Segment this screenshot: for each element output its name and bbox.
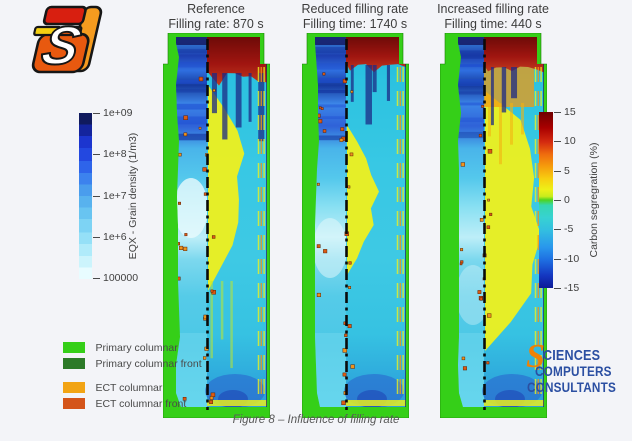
header-subtitle: Filling time: 440 s	[444, 17, 542, 31]
segregation-tick: 15	[554, 106, 576, 118]
figure-caption: Figure 8 – Influence of filling rate	[232, 414, 400, 426]
header-subtitle: Filling rate: 870 s	[168, 17, 264, 31]
grain-density-axis-label: EQX - Grain density (1/m3)	[127, 132, 139, 260]
grain-density-tick: 1e+09	[93, 107, 133, 119]
legend-item-ect-columnar-front: ECT columnar front	[63, 395, 187, 410]
header-title: Increased filling rate	[437, 2, 549, 16]
legend-swatch	[63, 342, 85, 354]
segregation-axis-label: Carbon segregration (%)	[588, 142, 600, 258]
header-title: Reduced filling rate	[301, 2, 409, 16]
segregation-tick: 10	[554, 135, 576, 147]
legend-label: Primary columnar	[95, 341, 178, 354]
legend-swatch	[63, 358, 85, 370]
grain-density-tick: 100000	[93, 272, 138, 284]
segregation-tick: -10	[554, 253, 579, 265]
carbon-segregation-colorbar	[539, 112, 553, 288]
header-reference: Reference Filling rate: 870 s	[131, 2, 301, 32]
ingot-panel-increased	[439, 32, 548, 419]
legend-item-ect-columnar: ECT columnar	[63, 379, 163, 394]
product-s-logo: S	[31, 5, 103, 77]
scc-line1: CIENCES	[543, 347, 601, 364]
legend-item-primary-columnar: Primary columnar	[63, 339, 178, 354]
legend-label: ECT columnar front	[95, 397, 187, 410]
segregation-tick: 0	[554, 194, 570, 206]
ingot-panel-reference	[162, 32, 271, 419]
legend-item-primary-columnar-front: Primary columnar front	[63, 355, 202, 370]
ingot-panel-reduced	[301, 32, 410, 419]
scc-line3: CONSULTANTS	[527, 379, 616, 395]
scc-line2: COMPUTERS	[535, 363, 612, 379]
legend-swatch	[63, 382, 85, 394]
header-reduced: Reduced filling rate Filling time: 1740 …	[270, 2, 440, 32]
grain-density-colorbar	[79, 113, 92, 279]
grain-density-tick: 1e+6	[93, 231, 127, 243]
scc-wordmark: S CIENCES COMPUTERS CONSULTANTS	[526, 338, 632, 410]
header-title: Reference	[187, 2, 245, 16]
segregation-tick: 5	[554, 165, 570, 177]
scc-initial: S	[526, 338, 545, 375]
grain-density-tick: 1e+7	[93, 190, 127, 202]
segregation-tick: -5	[554, 223, 573, 235]
legend-label: Primary columnar front	[95, 357, 202, 370]
segregation-tick: -15	[554, 282, 579, 294]
legend-swatch	[63, 398, 85, 410]
legend-label: ECT columnar	[95, 381, 163, 394]
grain-density-tick: 1e+8	[93, 148, 127, 160]
header-increased: Increased filling rate Filling time: 440…	[408, 2, 578, 32]
header-subtitle: Filling time: 1740 s	[302, 17, 408, 31]
